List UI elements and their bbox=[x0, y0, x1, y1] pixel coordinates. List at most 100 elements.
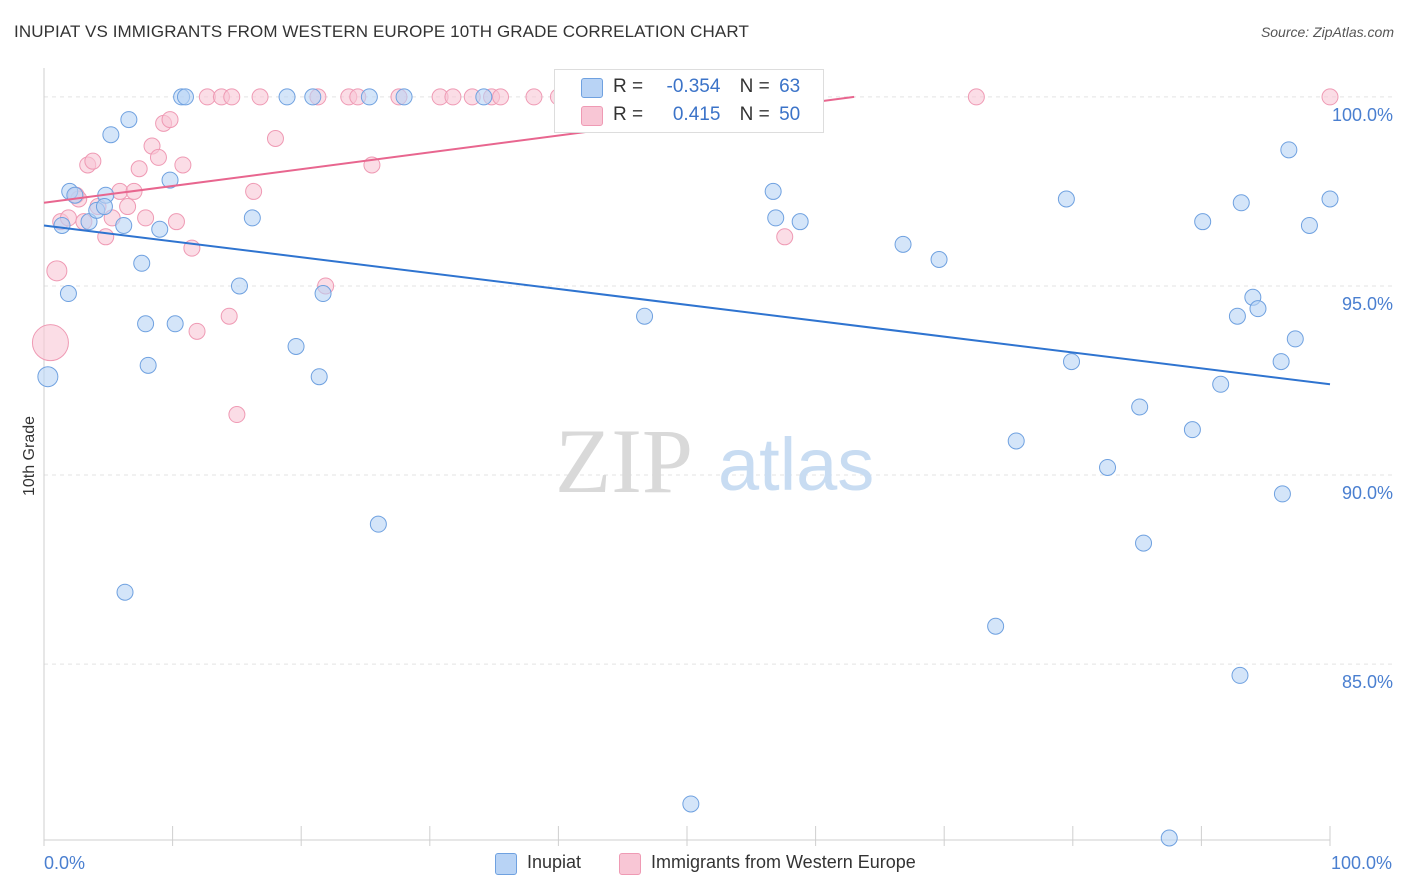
inupiat-point bbox=[95, 198, 113, 216]
inupiat-point bbox=[37, 366, 59, 388]
legend-r-value: -0.354 bbox=[666, 76, 721, 97]
inupiat-point bbox=[116, 583, 134, 601]
immigrants-point bbox=[31, 324, 69, 362]
immigrants-point bbox=[444, 88, 462, 106]
inupiat-point bbox=[767, 209, 785, 227]
chart-title: INUPIAT VS IMMIGRANTS FROM WESTERN EUROP… bbox=[14, 22, 749, 41]
immigrants-point bbox=[251, 88, 269, 106]
correlation-legend: R = -0.354 N = 63 R = 0.415 N = 50 bbox=[554, 69, 824, 133]
trend-lines bbox=[43, 95, 1331, 386]
inupiat-point bbox=[59, 285, 77, 303]
inupiat-point bbox=[1057, 190, 1075, 208]
inupiat-point bbox=[682, 795, 700, 813]
source-label: Source: ZipAtlas.com bbox=[1260, 24, 1394, 40]
grid-lines bbox=[44, 96, 1392, 665]
inupiat-point bbox=[53, 216, 71, 234]
inupiat-point bbox=[930, 250, 948, 268]
legend-swatch-immigrants bbox=[581, 106, 603, 126]
inupiat-point bbox=[151, 220, 169, 238]
immigrants-point bbox=[161, 111, 179, 129]
inupiat-point bbox=[166, 315, 184, 333]
legend-r-label: R = bbox=[613, 76, 644, 97]
inupiat-point bbox=[636, 307, 654, 325]
immigrants-point bbox=[137, 209, 155, 227]
series-immigrants-points bbox=[31, 88, 1339, 424]
legend-row-inupiat: R = -0.354 N = 63 bbox=[613, 76, 800, 98]
inupiat-point bbox=[1007, 432, 1025, 450]
y-tick-label: 85.0% bbox=[1342, 672, 1393, 692]
immigrants-point bbox=[525, 88, 543, 106]
axes bbox=[43, 68, 1331, 846]
y-tick-label: 95.0% bbox=[1342, 294, 1393, 314]
inupiat-point bbox=[1099, 458, 1117, 476]
inupiat-point bbox=[791, 213, 809, 231]
inupiat-point bbox=[369, 515, 387, 533]
inupiat-point bbox=[1286, 330, 1304, 348]
legend-r-value: 0.415 bbox=[672, 104, 721, 125]
immigrants-point bbox=[130, 160, 148, 178]
inupiat-point bbox=[1249, 300, 1267, 318]
y-axis-label: 10th Grade bbox=[21, 416, 38, 496]
inupiat-point bbox=[115, 216, 133, 234]
bottom-legend-immigrants: Immigrants from Western Europe bbox=[651, 852, 916, 872]
immigrants-point bbox=[228, 406, 246, 424]
inupiat-point bbox=[139, 356, 157, 374]
legend-r-label: R = bbox=[613, 104, 644, 125]
inupiat-point bbox=[1194, 213, 1212, 231]
inupiat-point bbox=[133, 254, 151, 272]
immigrants-point bbox=[266, 129, 284, 147]
inupiat-point bbox=[230, 277, 248, 295]
inupiat-point bbox=[395, 88, 413, 106]
immigrants-point bbox=[97, 228, 115, 246]
watermark-atlas: atlas bbox=[718, 423, 874, 506]
inupiat-point bbox=[314, 285, 332, 303]
x-tick-label-min: 0.0% bbox=[44, 853, 85, 873]
inupiat-point bbox=[161, 171, 179, 189]
immigrants-point bbox=[188, 322, 206, 340]
inupiat-point bbox=[1231, 666, 1249, 684]
inupiat-point bbox=[1321, 190, 1339, 208]
inupiat-point bbox=[1131, 398, 1149, 416]
immigrants-point bbox=[1321, 88, 1339, 106]
bottom-legend-inupiat: Inupiat bbox=[527, 852, 582, 872]
legend-n-label: N = bbox=[739, 104, 770, 125]
immigrants-point bbox=[245, 182, 263, 200]
legend-n-value: 63 bbox=[779, 76, 801, 97]
inupiat-point bbox=[1160, 829, 1178, 847]
inupiat-point bbox=[764, 182, 782, 200]
immigrants-point bbox=[174, 156, 192, 174]
inupiat-point bbox=[894, 235, 912, 253]
watermark: ZIP atlas bbox=[555, 410, 874, 512]
inupiat-point bbox=[1212, 375, 1230, 393]
inupiat-point bbox=[475, 88, 493, 106]
inupiat-point bbox=[987, 617, 1005, 635]
inupiat-point bbox=[304, 88, 322, 106]
immigrants-point bbox=[967, 88, 985, 106]
y-tick-label: 90.0% bbox=[1342, 483, 1393, 503]
bottom-legend-swatch-inupiat bbox=[495, 853, 517, 875]
inupiat-point bbox=[1273, 485, 1291, 503]
inupiat-point bbox=[1228, 307, 1246, 325]
inupiat-point bbox=[102, 126, 120, 144]
y-tick-label: 100.0% bbox=[1332, 105, 1393, 125]
inupiat-point bbox=[1232, 194, 1250, 212]
inupiat-point bbox=[137, 315, 155, 333]
inupiat-point bbox=[310, 368, 328, 386]
bottom-legend-swatch-immigrants bbox=[619, 853, 641, 875]
inupiat-point bbox=[1183, 421, 1201, 439]
inupiat-trend-line bbox=[43, 224, 1331, 386]
inupiat-point bbox=[243, 209, 261, 227]
immigrants-point bbox=[776, 228, 794, 246]
legend-n-value: 50 bbox=[779, 104, 801, 125]
inupiat-point bbox=[1272, 353, 1290, 371]
immigrants-point bbox=[167, 213, 185, 231]
legend-swatch-inupiat bbox=[581, 78, 603, 98]
inupiat-point bbox=[1280, 141, 1298, 159]
inupiat-point bbox=[278, 88, 296, 106]
immigrants-point bbox=[198, 88, 216, 106]
y-tick-labels: 85.0% 90.0% 95.0% 100.0% bbox=[1332, 105, 1393, 692]
inupiat-point bbox=[1300, 216, 1318, 234]
inupiat-point bbox=[1063, 353, 1081, 371]
inupiat-point bbox=[120, 111, 138, 129]
